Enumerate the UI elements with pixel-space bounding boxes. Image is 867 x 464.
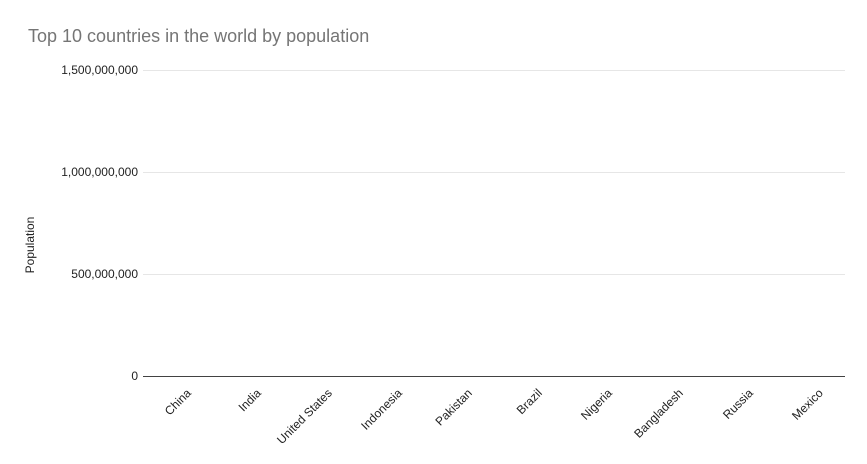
x-category-label: Pakistan — [432, 386, 475, 429]
x-category-label: China — [161, 386, 194, 419]
y-tick-label: 0 — [131, 369, 138, 383]
x-axis-baseline — [143, 376, 845, 377]
gridline — [143, 172, 845, 173]
y-tick-label: 1,000,000,000 — [61, 165, 138, 179]
x-category-label: United States — [273, 386, 335, 447]
x-category-label: India — [235, 386, 265, 415]
x-category-label: Russia — [719, 386, 756, 422]
x-category-label: Bangladesh — [630, 386, 686, 441]
x-category-label: Nigeria — [578, 386, 616, 423]
x-category-label: Brazil — [513, 386, 545, 418]
x-category-label: Mexico — [789, 386, 826, 423]
y-tick-label: 500,000,000 — [71, 267, 138, 281]
x-category-label: Indonesia — [357, 386, 405, 433]
chart-title: Top 10 countries in the world by populat… — [28, 26, 370, 46]
gridline — [143, 274, 845, 275]
y-tick-label: 1,500,000,000 — [61, 63, 138, 77]
gridline — [143, 70, 845, 71]
y-axis-title: Population — [23, 216, 37, 274]
